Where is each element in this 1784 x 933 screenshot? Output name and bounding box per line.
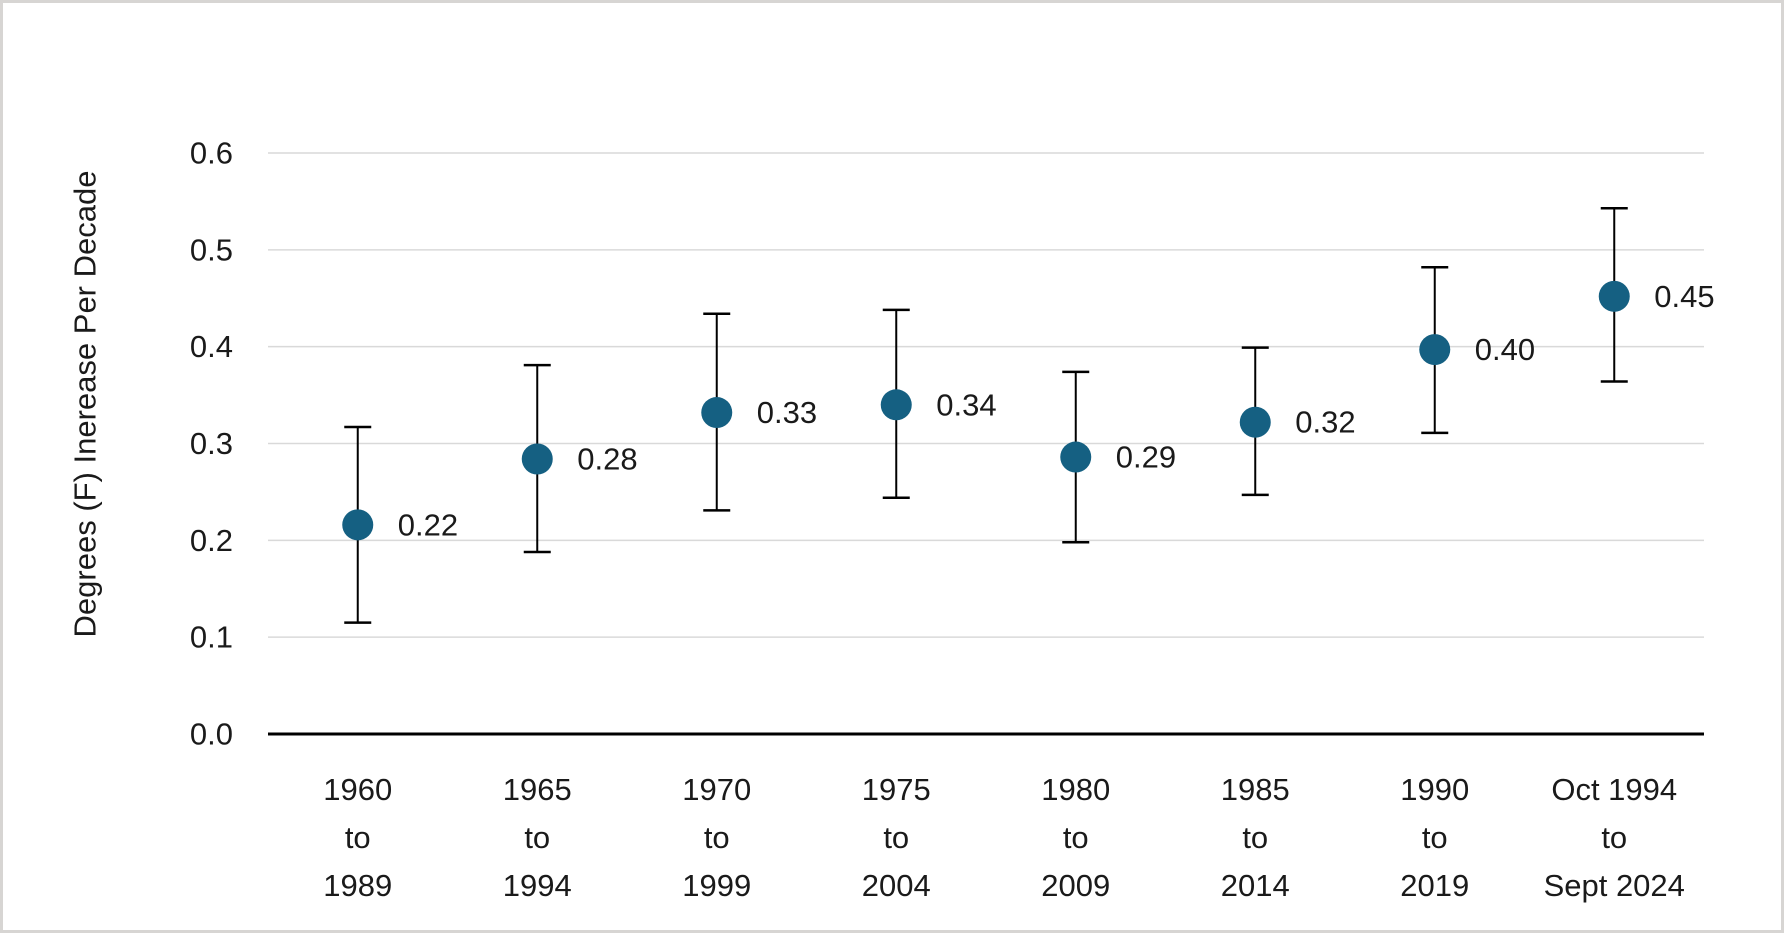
y-tick-label: 0.3	[190, 426, 233, 461]
data-point-label: 0.32	[1295, 405, 1355, 440]
data-points-group: 0.22 0.28 0.33 0.34 0.29 0.32 0.40 0.45	[342, 206, 1715, 624]
data-point-marker	[1239, 406, 1271, 438]
y-axis-title: Degrees (F) Inerease Per Decade	[68, 171, 103, 638]
data-point-label: 0.28	[577, 441, 637, 476]
x-category-label: 1960 to 1989	[323, 772, 392, 903]
data-point-marker	[880, 389, 912, 421]
x-category-label: 1970 to 1999	[682, 772, 751, 903]
data-point-label: 0.34	[936, 387, 996, 422]
x-category-label: Oct 1994 to Sept 2024	[1544, 772, 1685, 903]
y-tick-label: 0.6	[190, 136, 233, 171]
y-tick-label: 0.0	[190, 717, 233, 752]
y-axis-tick-labels-group: 0.0 0.1 0.2 0.3 0.4 0.5 0.6	[190, 136, 233, 752]
gridlines-group	[268, 152, 1704, 638]
data-point-marker	[342, 509, 374, 541]
y-tick-label: 0.1	[190, 620, 233, 655]
data-point-marker	[1598, 280, 1630, 312]
data-point-label: 0.29	[1116, 440, 1176, 475]
data-point-label: 0.40	[1475, 332, 1535, 367]
errorbar-scatter-chart: 0.0 0.1 0.2 0.3 0.4 0.5 0.6 Degrees (F) Inerea…	[68, 136, 1715, 904]
data-point-marker	[1060, 441, 1092, 473]
data-point-label: 0.22	[398, 507, 458, 542]
data-point-label: 0.45	[1654, 279, 1714, 314]
data-point-label: 0.33	[757, 395, 817, 430]
x-category-label: 1990 to 2019	[1400, 772, 1469, 903]
y-tick-label: 0.5	[190, 232, 233, 267]
x-category-label: 1975 to 2004	[862, 772, 931, 903]
y-tick-label: 0.2	[190, 523, 233, 558]
x-category-label: 1965 to 1994	[503, 772, 572, 903]
data-point-marker	[1419, 334, 1451, 366]
x-category-label: 1985 to 2014	[1221, 772, 1290, 903]
data-point-marker	[701, 397, 733, 429]
y-tick-label: 0.4	[190, 329, 233, 364]
x-axis-category-labels-group: 1960 to 1989 1965 to 1994 1970 to 1999 1975 to 2004…	[323, 772, 1685, 903]
x-category-label: 1980 to 2009	[1041, 772, 1110, 903]
data-point-marker	[521, 443, 553, 475]
